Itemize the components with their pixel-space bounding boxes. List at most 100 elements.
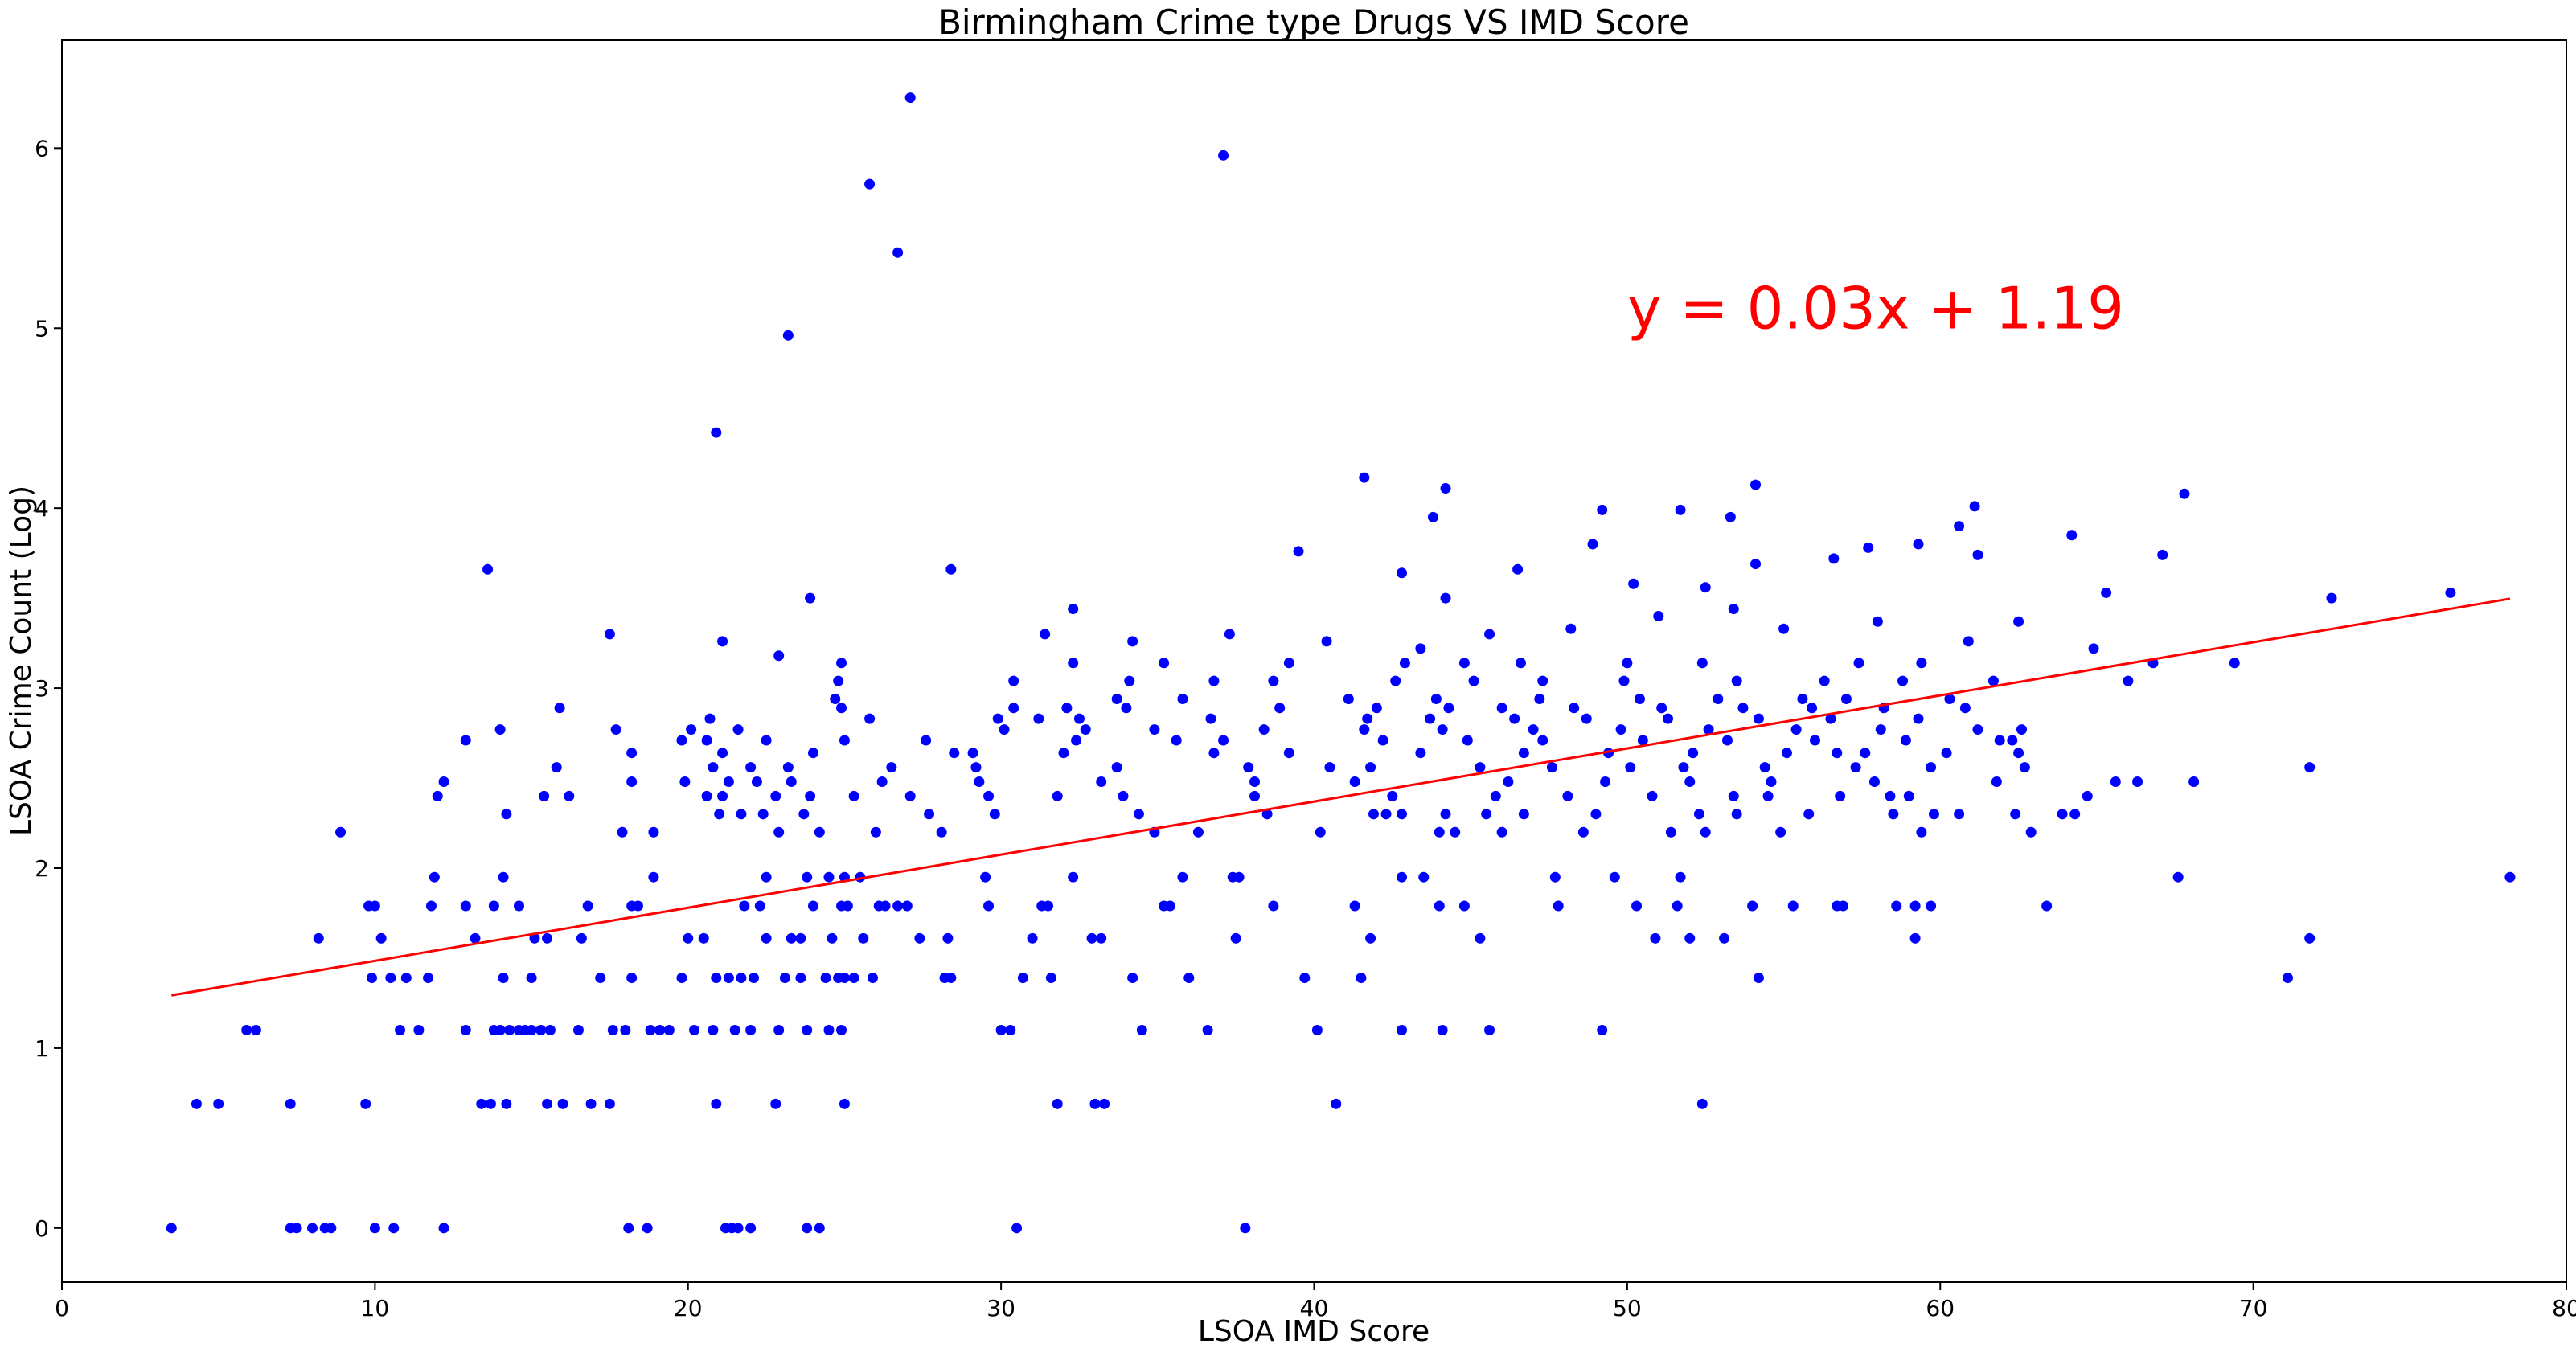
data-point	[1549, 871, 1561, 883]
data-point	[1397, 871, 1408, 883]
data-point	[739, 900, 750, 912]
data-point	[945, 563, 957, 575]
data-point	[423, 973, 434, 984]
data-point	[805, 592, 816, 604]
data-point	[1365, 762, 1376, 773]
data-point	[1440, 809, 1451, 820]
data-point	[1434, 900, 1445, 912]
data-point	[1159, 658, 1170, 669]
data-point	[1696, 658, 1708, 669]
data-point	[1371, 703, 1382, 714]
data-point	[1875, 724, 1886, 735]
data-point	[886, 762, 897, 773]
data-points	[166, 92, 2516, 1234]
data-point	[1762, 790, 1774, 801]
data-point	[620, 1025, 631, 1036]
data-point	[1631, 900, 1643, 912]
data-point	[607, 1025, 618, 1036]
data-point	[1700, 582, 1711, 593]
data-point	[1261, 809, 1273, 820]
data-point	[870, 826, 881, 838]
data-point	[1913, 539, 1924, 550]
data-point	[1959, 703, 1971, 714]
data-point	[1315, 826, 1326, 838]
data-point	[1045, 973, 1056, 984]
data-point	[488, 900, 499, 912]
data-point	[1944, 694, 1955, 705]
data-point	[626, 776, 638, 788]
y-tick-label: 0	[35, 1215, 49, 1242]
data-point	[1622, 658, 1633, 669]
data-point	[848, 973, 859, 984]
data-point	[291, 1223, 302, 1234]
y-tick-label: 4	[35, 495, 49, 522]
data-point	[1916, 826, 1927, 838]
data-point	[989, 809, 1000, 820]
data-point	[827, 932, 838, 944]
data-point	[1177, 694, 1188, 705]
data-point	[1096, 932, 1107, 944]
data-point	[1218, 150, 1229, 161]
data-point	[1625, 762, 1636, 773]
data-point	[836, 658, 847, 669]
data-point	[1868, 776, 1880, 788]
x-tick-label: 60	[1926, 1295, 1955, 1321]
data-point	[1111, 762, 1122, 773]
data-point	[1662, 713, 1673, 724]
data-point	[1972, 724, 1983, 735]
data-point	[1565, 623, 1577, 634]
data-point	[808, 748, 818, 759]
data-point	[460, 1025, 471, 1036]
data-point	[1537, 675, 1548, 686]
data-point	[1127, 973, 1138, 984]
data-point	[2082, 790, 2093, 801]
data-point	[1653, 611, 1664, 622]
data-point	[2229, 658, 2240, 669]
data-point	[901, 900, 913, 912]
data-point	[1600, 776, 1611, 788]
data-point	[942, 932, 954, 944]
data-point	[1496, 826, 1507, 838]
data-point	[1696, 1098, 1708, 1109]
data-point	[1731, 809, 1742, 820]
data-point	[1838, 900, 1849, 912]
data-point	[745, 1025, 757, 1036]
data-point	[757, 809, 769, 820]
data-point	[1713, 694, 1724, 705]
regression-line	[171, 597, 2511, 997]
data-point	[723, 776, 734, 788]
data-point	[2188, 776, 2200, 788]
data-point	[1043, 900, 1054, 912]
data-point	[1750, 559, 1762, 570]
data-point	[974, 776, 985, 788]
data-point	[1268, 675, 1279, 686]
data-point	[1503, 776, 1514, 788]
data-point	[438, 776, 449, 788]
data-point	[708, 1025, 719, 1036]
axis-ticks: 0 10 20 30 40 50 60 70 80 0 1 2 3 4 5 6	[35, 135, 2576, 1321]
data-point	[2304, 932, 2316, 944]
data-point	[864, 713, 876, 724]
data-point	[1991, 776, 2002, 788]
data-point	[701, 790, 712, 801]
data-point	[1005, 1025, 1016, 1036]
data-point	[1068, 658, 1079, 669]
data-point	[604, 1098, 615, 1109]
data-point	[604, 629, 615, 640]
data-point	[717, 790, 728, 801]
data-point	[438, 1223, 449, 1234]
data-point	[1249, 776, 1261, 788]
data-point	[892, 247, 904, 258]
data-point	[839, 1098, 850, 1109]
data-point	[1427, 511, 1438, 522]
data-point	[395, 1025, 406, 1036]
data-point	[1753, 713, 1764, 724]
data-point	[1017, 973, 1028, 984]
data-point	[711, 973, 722, 984]
data-point	[704, 713, 716, 724]
data-point	[723, 973, 734, 984]
data-point	[1258, 724, 1270, 735]
data-point	[1418, 871, 1430, 883]
data-point	[708, 762, 719, 773]
data-point	[970, 762, 982, 773]
